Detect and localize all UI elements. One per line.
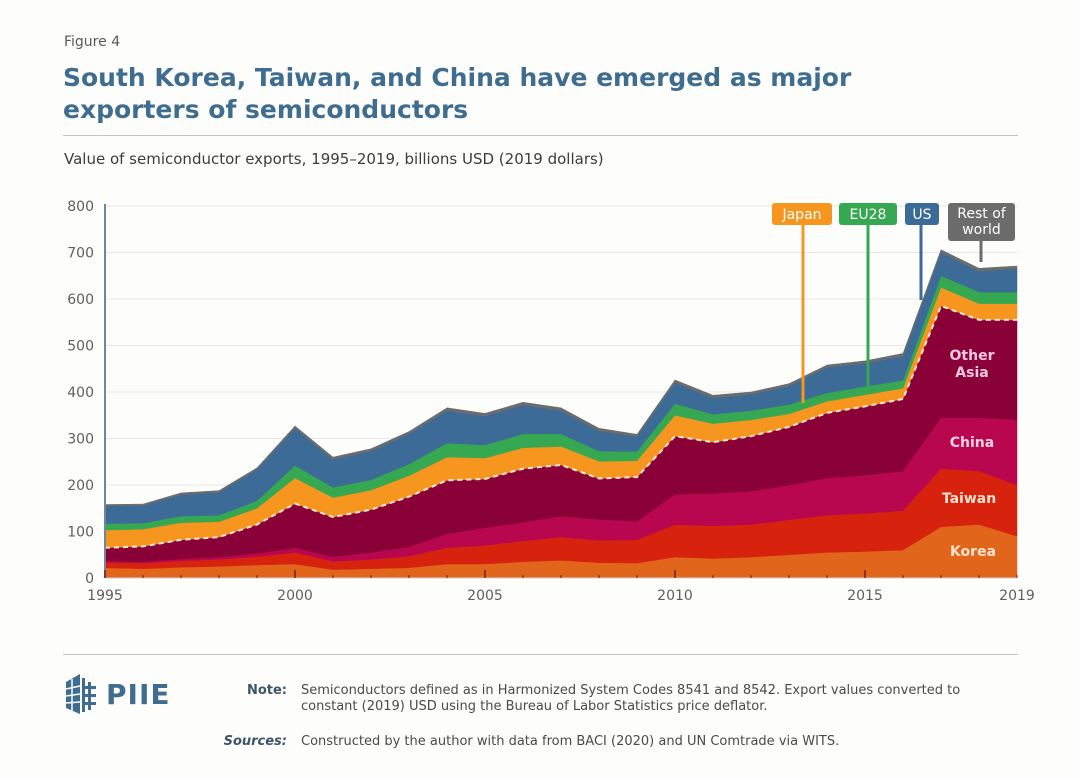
y-tick-label: 400 [67,385,94,401]
x-tick-label: 1995 [87,588,123,604]
x-tick-label: 2019 [999,588,1035,604]
callout-label-rest-of-world: Rest of [957,206,1007,222]
note-label: Note: [246,683,287,698]
x-tick-label: 2010 [657,588,693,604]
callout-box-eu28 [839,203,897,225]
y-tick-label: 0 [85,571,94,587]
callout-box-rest-of-world [948,203,1015,241]
label-korea: Korea [950,544,996,560]
y-tick-label: 500 [67,339,94,355]
building-icon [65,674,96,714]
y-tick-label: 200 [67,478,94,494]
callout-label-japan: Japan [781,207,821,223]
y-tick-label: 600 [67,292,94,308]
y-tick-label: 800 [67,199,94,215]
callout-label-us: US [912,207,931,223]
callout-label-eu28: EU28 [850,207,887,223]
chart-subtitle: Value of semiconductor exports, 1995–201… [64,150,604,168]
chart-title: South Korea, Taiwan, and China have emer… [63,63,852,124]
area-rest-of-world [104,249,1018,507]
x-tick-label: 2000 [277,588,313,604]
y-tick-label: 100 [67,525,94,541]
note-text: Semiconductors defined as in Harmonized … [301,683,961,714]
callout-label-rest-of-world: world [962,222,1001,238]
divider-bottom [63,654,1018,655]
y-tick-label: 700 [67,246,94,262]
x-tick-label: 2005 [467,588,503,604]
label-other-asia: Asia [955,365,988,381]
callout-box-japan [772,203,832,225]
label-china: China [950,435,994,451]
label-taiwan: Taiwan [942,491,996,507]
sources-label: Sources: [223,734,287,749]
piie-logo: PIIE [64,672,170,716]
overlays [104,304,1017,549]
asia-separator-line [104,304,1017,549]
axes: 0 100 200 300 400 500 600 700 800 1995 2000 2005 201… [67,199,1035,604]
callout-box-us [905,203,939,225]
x-tick-label: 2015 [847,588,883,604]
divider-top [63,135,1018,136]
figure-label: Figure 4 [64,34,121,50]
y-tick-label: 300 [67,432,94,448]
logo-text: PIIE [106,677,171,711]
sources-text: Constructed by the author with data from… [301,734,840,749]
label-other-asia: Other [950,348,995,364]
